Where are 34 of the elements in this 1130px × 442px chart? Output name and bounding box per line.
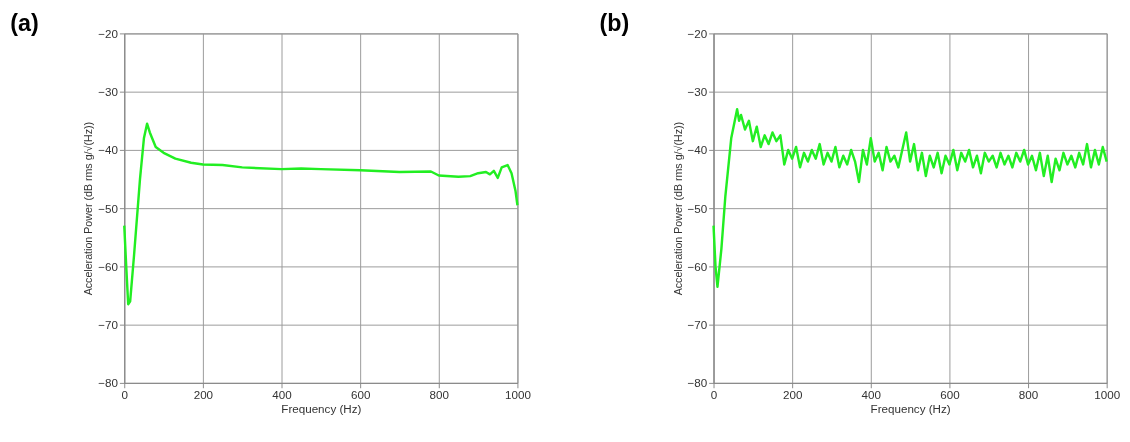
y-tick-label: −40 — [98, 143, 119, 157]
line-series — [123, 122, 519, 306]
x-tick-label: 200 — [193, 387, 214, 401]
y-tick-label: −50 — [687, 201, 708, 215]
x-tick-label: 600 — [350, 387, 371, 401]
chart-title: (b) — [599, 9, 630, 36]
x-tick-label: 200 — [782, 387, 803, 401]
y-tick-label: −20 — [687, 26, 708, 40]
line-series — [712, 107, 1108, 289]
x-axis-title: Frequency (Hz) — [281, 402, 362, 416]
y-tick-label: −70 — [687, 318, 708, 332]
x-axis-title: Frequency (Hz) — [870, 402, 951, 416]
x-tick-label: 0 — [121, 387, 129, 401]
y-tick-label: −30 — [98, 85, 119, 99]
x-tick-label: 400 — [272, 387, 293, 401]
y-tick-label: −60 — [98, 259, 119, 273]
x-tick-label: 800 — [1018, 387, 1039, 401]
y-tick-label: −50 — [98, 201, 119, 215]
x-tick-label: 1000 — [504, 387, 532, 401]
y-tick-label: −20 — [98, 26, 119, 40]
y-tick-label: −40 — [687, 143, 708, 157]
y-axis-title: Acceleration Power (dB rms g/√(Hz)) — [82, 121, 95, 296]
chart-title: (a) — [10, 9, 39, 36]
y-axis-title: Acceleration Power (dB rms g/√(Hz)) — [671, 121, 684, 296]
x-tick-label: 600 — [940, 387, 961, 401]
x-tick-label: 1000 — [1094, 387, 1121, 401]
y-tick-label: −30 — [687, 85, 708, 99]
x-tick-label: 0 — [710, 387, 718, 401]
x-tick-label: 800 — [429, 387, 450, 401]
y-tick-label: −60 — [687, 259, 708, 273]
y-tick-label: −80 — [687, 376, 708, 390]
y-tick-label: −80 — [98, 376, 119, 390]
x-tick-label: 400 — [861, 387, 882, 401]
y-tick-label: −70 — [98, 318, 119, 332]
